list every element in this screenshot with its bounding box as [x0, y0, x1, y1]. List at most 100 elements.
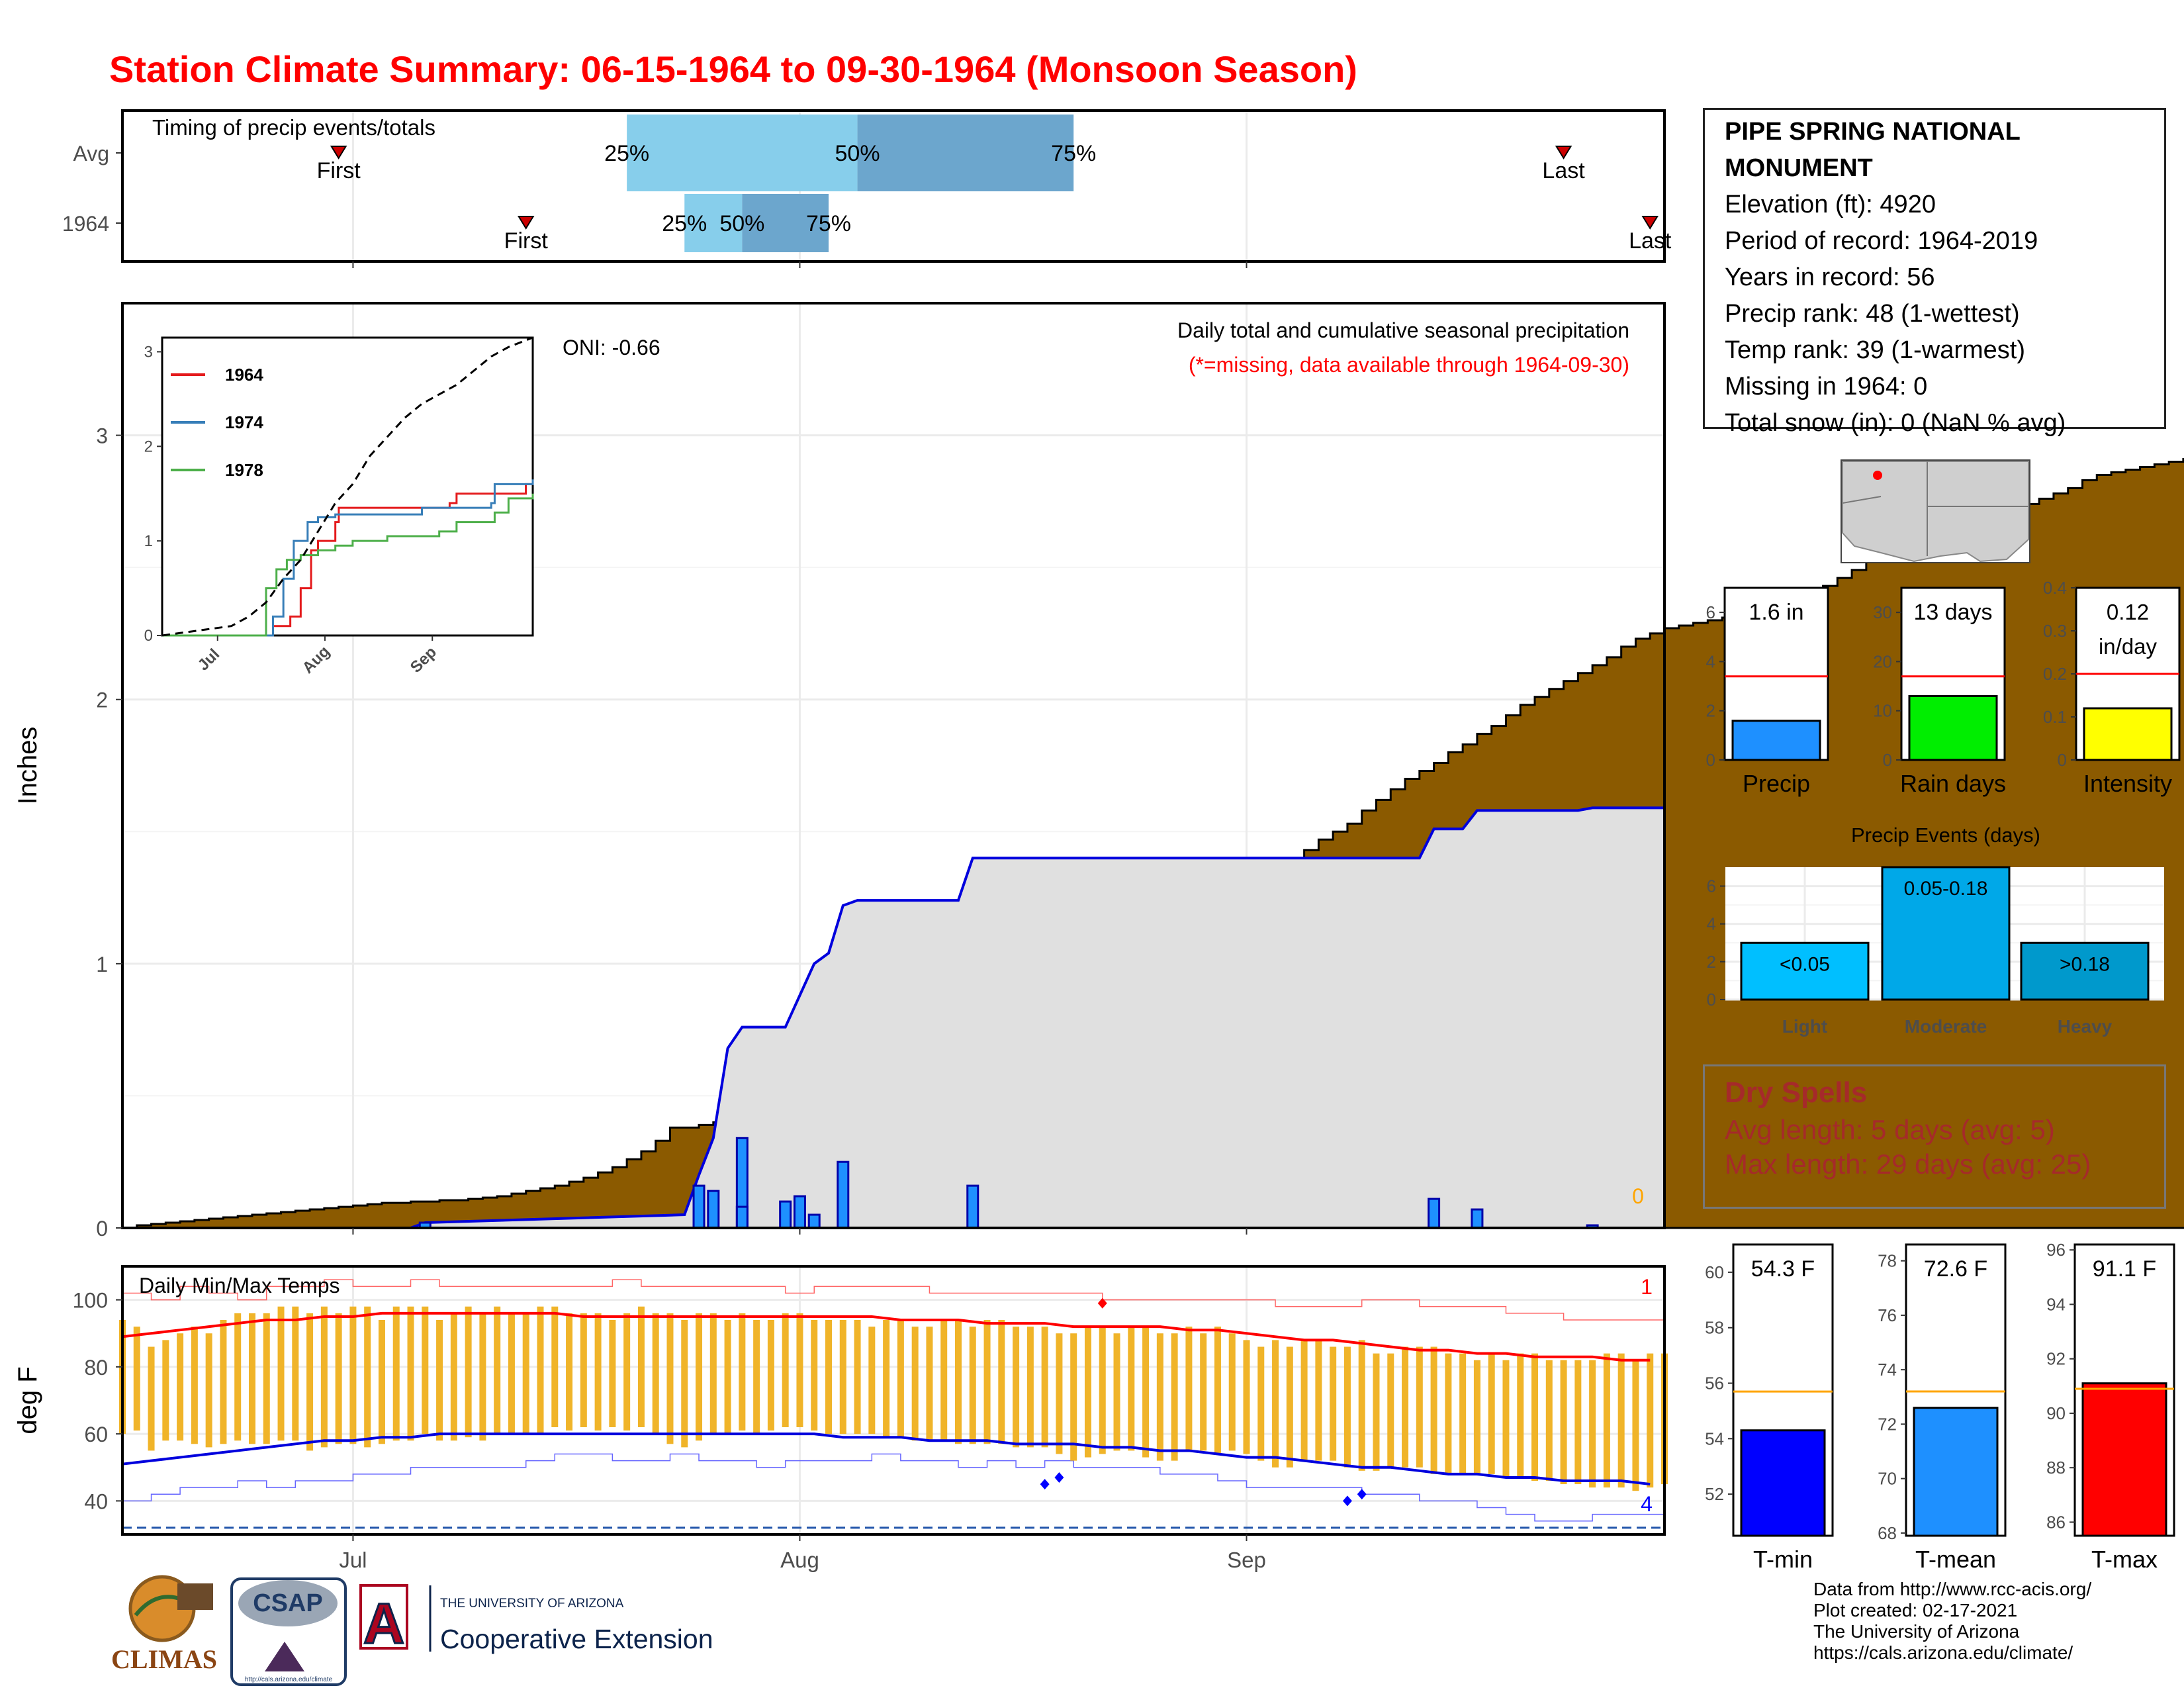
- credit-line: Data from http://www.rcc-acis.org/: [1813, 1579, 2092, 1599]
- temps-xtick-label: Jul: [339, 1548, 367, 1572]
- temp-range-bar: [1228, 1333, 1236, 1451]
- record-high-marker: [1097, 1297, 1107, 1309]
- ttotal-ytick-label: 56: [1705, 1374, 1724, 1393]
- temp-range-bar: [811, 1320, 818, 1431]
- dry-spells-avg: Avg length: 5 days (avg: 5): [1725, 1114, 2055, 1145]
- total-ytick-label: 6: [1706, 602, 1715, 622]
- temp-range-bar: [681, 1320, 688, 1448]
- timing-p50-label: 50%: [719, 211, 764, 236]
- events-ytick-label: 2: [1707, 952, 1716, 972]
- timing-row-label: Avg: [73, 142, 109, 165]
- event-category-label: Heavy: [2058, 1016, 2113, 1037]
- temp-range-bar: [926, 1327, 933, 1441]
- total-ytick-label: 0.1: [2043, 707, 2067, 727]
- temp-range-bar: [566, 1313, 573, 1431]
- temp-range-bar: [1243, 1340, 1250, 1454]
- temp-range-bar: [1647, 1353, 1654, 1488]
- temp-range-bar: [148, 1346, 155, 1451]
- temp-range-bar: [609, 1320, 616, 1427]
- event-bar-label: <0.05: [1780, 953, 1830, 975]
- daily-precip-bar: [707, 1190, 720, 1229]
- ttotal-value-label: 72.6 F: [1924, 1256, 1987, 1282]
- inset-line-1974: [162, 479, 534, 637]
- temp-range-bar: [580, 1313, 587, 1427]
- timing-p75-label: 75%: [806, 211, 851, 236]
- temp-range-bar: [191, 1327, 198, 1444]
- precip-ytick-label: 3: [96, 424, 108, 448]
- ttotal-ytick-label: 58: [1705, 1318, 1724, 1338]
- temp-range-bar: [594, 1313, 602, 1431]
- event-bar: [1740, 941, 1870, 1001]
- temp-range-bar: [1026, 1327, 1034, 1448]
- temp-range-bar: [782, 1313, 789, 1427]
- event-category-label: Light: [1782, 1016, 1827, 1037]
- temp-range-bar: [868, 1327, 876, 1434]
- timing-title: Timing of precip events/totals: [152, 115, 435, 140]
- inset-legend-label: 1978: [225, 460, 263, 480]
- cumulative-1964-area: [122, 806, 1666, 1229]
- map-state-border: [1842, 496, 1882, 504]
- total-label: Intensity: [2083, 770, 2172, 797]
- temp-range-bar: [1473, 1360, 1480, 1474]
- temp-range-bar: [1315, 1340, 1322, 1461]
- temp-range-bar: [1517, 1353, 1524, 1477]
- total-bar: [2083, 707, 2173, 761]
- temp-range-bar: [378, 1320, 385, 1444]
- temp-range-bar: [969, 1327, 976, 1444]
- total-ytick-label: 10: [1873, 701, 1892, 721]
- ttotal-label: T-min: [1753, 1546, 1813, 1573]
- timing-p75-label: 75%: [1051, 141, 1096, 166]
- temps-ytick-label: 80: [84, 1356, 108, 1380]
- record-low-marker: [1342, 1495, 1352, 1507]
- temp-range-bar: [1358, 1340, 1365, 1471]
- timing-last-marker: [1555, 146, 1572, 160]
- ttotal-ytick-label: 68: [1878, 1523, 1897, 1543]
- ttotal-ytick-label: 54: [1705, 1429, 1724, 1448]
- credit-line: Plot created: 02-17-2021: [1813, 1600, 2018, 1620]
- temp-range-bar: [407, 1306, 414, 1441]
- record-min-line: [122, 1453, 1664, 1522]
- temp-range-bar: [1128, 1327, 1135, 1451]
- temp-totals-panel: 52 54 56 58 60 54.3 F T-min 68 70 72 74 76 78 72.6 F T…: [1705, 1240, 2175, 1573]
- temp-range-bar: [911, 1327, 919, 1441]
- temp-range-bar: [364, 1306, 371, 1448]
- events-ytick-label: 4: [1707, 914, 1716, 934]
- timing-bar-q1: [627, 115, 858, 191]
- temp-range-bar: [162, 1340, 169, 1441]
- ua-logo-university: THE UNIVERSITY OF ARIZONA: [440, 1597, 624, 1611]
- cold-days-count: 4: [1641, 1492, 1653, 1516]
- precip-annotation-missing: (*=missing, data available through 1964-…: [1189, 353, 1629, 377]
- logos: CLIMAS CSAP http://cals.arizona.edu/climat…: [111, 1575, 713, 1686]
- temp-range-bar: [349, 1306, 357, 1444]
- precip-ylabel: Inches: [13, 727, 42, 805]
- ttotal-ytick-label: 86: [2046, 1512, 2066, 1532]
- temp-range-bar: [1286, 1346, 1293, 1468]
- event-bar: [1881, 866, 2011, 1001]
- temp-range-bar: [825, 1320, 833, 1434]
- temp-range-bar: [450, 1313, 457, 1441]
- timing-p25-label: 25%: [662, 211, 707, 236]
- precip-ytick-label: 2: [96, 688, 108, 712]
- ttotal-label: T-max: [2091, 1546, 2158, 1573]
- temp-range-bar: [465, 1306, 472, 1438]
- temp-range-bar: [277, 1306, 285, 1441]
- timing-first-label: First: [317, 158, 361, 183]
- temp-range-bar: [392, 1306, 400, 1441]
- temp-range-bar: [1171, 1333, 1178, 1461]
- totals-panel: 0 2 4 6 1.6 in Precip 0 10 20 30 13 days Rain days 0…: [1706, 578, 2181, 797]
- temp-range-bar: [767, 1320, 774, 1431]
- timing-last-label: Last: [1542, 158, 1585, 183]
- station-info-box: PIPE SPRING NATIONAL MONUMENT Elevation …: [1703, 108, 2166, 437]
- temp-range-bar: [494, 1306, 501, 1434]
- timing-p25-label: 25%: [604, 141, 649, 166]
- ttotal-ytick-label: 92: [2046, 1349, 2066, 1369]
- temp-range-bar: [854, 1320, 861, 1434]
- temp-range-bar: [1617, 1353, 1625, 1488]
- dry-spells-title: Dry Spells: [1725, 1076, 1868, 1109]
- temp-range-bar: [1545, 1360, 1553, 1481]
- event-bar-label: >0.18: [2060, 953, 2110, 975]
- timing-row-label: 1964: [62, 212, 109, 236]
- temps-xtick-label: Sep: [1227, 1548, 1266, 1572]
- temp-range-bar: [320, 1306, 328, 1448]
